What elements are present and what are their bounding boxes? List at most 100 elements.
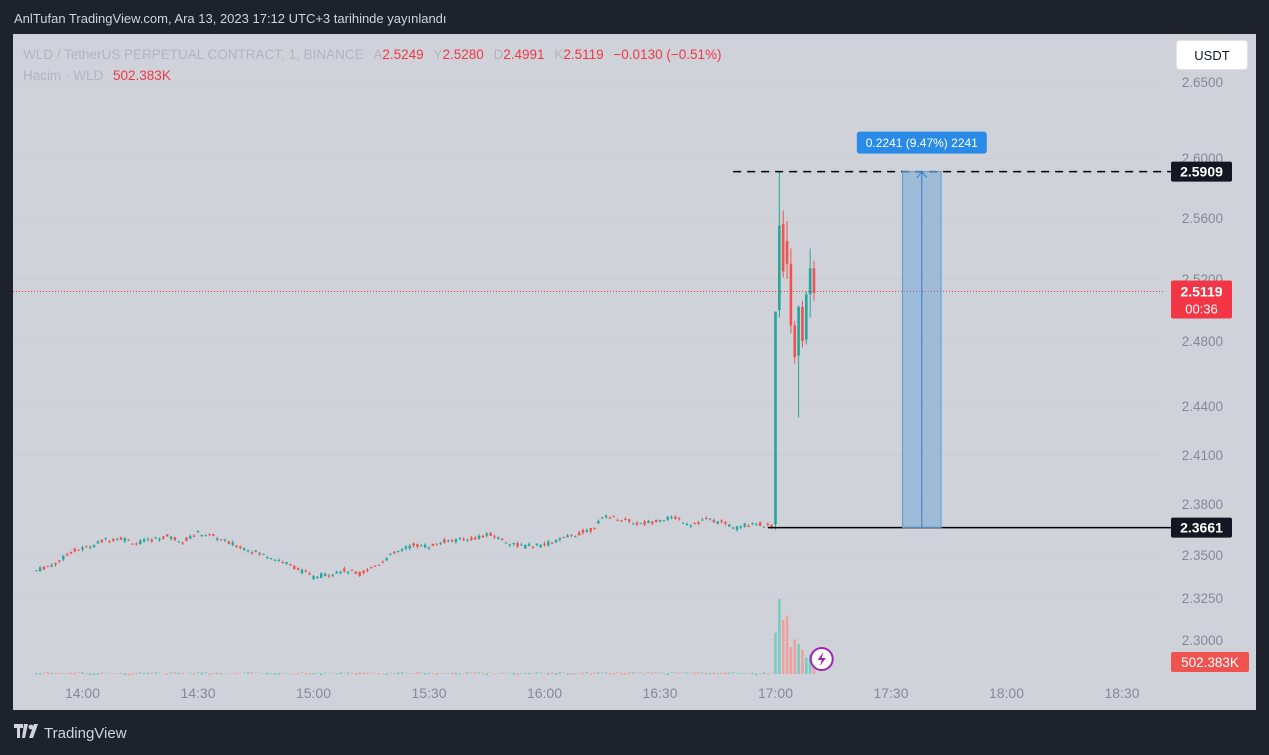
candle-body [154, 537, 157, 539]
candle-body [142, 539, 146, 542]
candle-body [200, 535, 204, 537]
candle-body [304, 570, 307, 572]
candle-body [277, 560, 281, 562]
candle-body [447, 540, 450, 542]
candle-body [678, 518, 681, 520]
candle-body [135, 543, 138, 545]
candle-body [412, 543, 415, 546]
legend-high-label: Y [433, 47, 443, 62]
volume-bar [527, 672, 531, 675]
candle-body [477, 535, 481, 539]
volume-bar [654, 672, 658, 674]
candle-body [628, 519, 631, 522]
spike-candle-body [797, 306, 800, 356]
volume-bar [404, 672, 408, 673]
currency-button[interactable]: USDT [1176, 40, 1248, 70]
spike-candle-body [793, 325, 797, 358]
candle-body [427, 547, 431, 549]
volume-bar [658, 672, 662, 673]
volume-bar [531, 672, 535, 674]
candle-body [373, 565, 377, 567]
candle-body [331, 574, 334, 576]
volume-bar [670, 672, 673, 673]
candle-body [474, 537, 477, 540]
legend-symbol: WLD / TetherUS PERPETUAL CONTRACT, 1, BI… [23, 47, 364, 62]
candle-body [123, 538, 127, 542]
grid [13, 81, 1163, 641]
volume-bar [289, 673, 292, 675]
time-tick-label: 16:00 [527, 685, 562, 701]
volume-bar [296, 672, 300, 675]
candle-body [350, 570, 354, 572]
candle-body [450, 540, 454, 542]
spike-volume-bar [781, 620, 785, 674]
spike-candle-body [789, 263, 793, 326]
candle-body [408, 545, 411, 549]
volume-bar [100, 672, 103, 674]
candle-body [666, 516, 669, 520]
volume-bar [547, 672, 550, 675]
volume-bar [154, 672, 157, 674]
range-measure-label-bg [856, 131, 987, 154]
volume-bar [370, 672, 373, 673]
candles [35, 171, 816, 581]
footer-brand[interactable]: TradingView [14, 724, 127, 742]
volume-bar [243, 672, 246, 674]
candle-body [343, 568, 346, 572]
volume-bar [235, 673, 238, 675]
spike-candle-body [812, 268, 816, 293]
candle-body [647, 520, 650, 523]
candle-body [308, 573, 311, 575]
candle-body [108, 541, 111, 543]
volume-bar [208, 673, 211, 675]
spike-candle-body [808, 268, 812, 295]
chart-area[interactable]: 0.2241 (9.47%) 2241 2.6500 2.6000 2.5600 2.… [13, 34, 1256, 710]
candle-body [327, 575, 331, 577]
volume-bar [323, 672, 327, 673]
volume-bar [639, 672, 642, 674]
candle-body [212, 534, 215, 536]
candle-body [601, 517, 604, 519]
candle-body [481, 535, 485, 538]
volume-bar [81, 672, 84, 674]
candle-body [612, 515, 615, 517]
candle-body [762, 526, 766, 528]
volume-bar [751, 672, 754, 675]
volume-bar [651, 672, 654, 675]
candle-body [485, 533, 488, 536]
candle-body [416, 543, 419, 547]
candle-body [708, 518, 712, 520]
spike-candle-body [805, 294, 808, 340]
volume-bar [258, 672, 261, 674]
volume-bar [250, 672, 254, 674]
price-axis: 2.65002.60002.56002.52002.48002.44002.41… [1171, 75, 1249, 672]
candle-body [273, 559, 277, 561]
volume-bar [177, 672, 180, 675]
candle-body [189, 536, 192, 539]
candle-body [674, 516, 677, 519]
price-tick-label: 2.6500 [1182, 75, 1223, 90]
volume-bar [389, 672, 392, 674]
candle-body [577, 532, 581, 536]
candle-body [574, 535, 577, 537]
time-axis: 14:00 14:30 15:00 15:30 16:00 16:30 17:00 17:30… [65, 685, 1140, 701]
volume-bar [497, 673, 500, 674]
volume-bar [38, 673, 42, 675]
candle-body [127, 539, 130, 541]
volume-bar [462, 673, 465, 674]
candle-body [119, 537, 123, 540]
price-chart[interactable]: 0.2241 (9.47%) 2241 2.65002.60002.56002.… [13, 34, 1256, 710]
volume-bar [219, 672, 223, 675]
volume-bar [604, 672, 608, 674]
spike-candle-body [785, 240, 789, 264]
volume-bar [223, 672, 227, 674]
candle-body [755, 524, 758, 526]
volume-bar [458, 673, 461, 675]
volume-bar [647, 672, 650, 674]
candle-body [158, 538, 161, 540]
candle-body [227, 541, 230, 544]
volume-bar [104, 673, 107, 674]
tradingview-logo-icon [14, 724, 38, 742]
volume-bar [577, 672, 581, 674]
candle-body [504, 542, 508, 544]
